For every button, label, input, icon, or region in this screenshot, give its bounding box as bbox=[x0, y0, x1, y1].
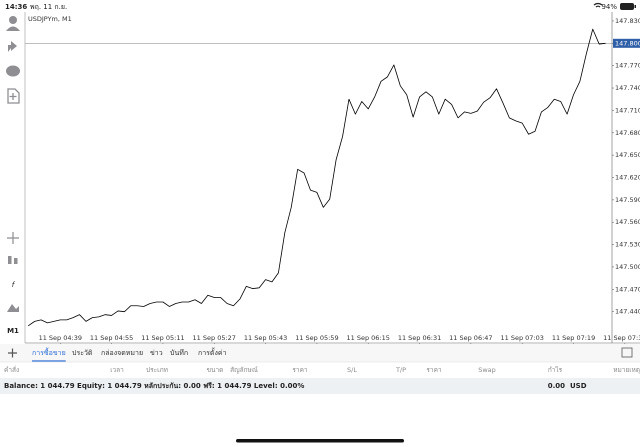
x-tick-label: 11 Sep 06:15 bbox=[347, 334, 390, 342]
tab[interactable]: บันทึก bbox=[170, 348, 188, 357]
column-header[interactable]: ประเภท bbox=[146, 366, 168, 374]
column-header[interactable]: ราคา bbox=[292, 366, 307, 374]
tab[interactable]: การตั้งค่า bbox=[198, 346, 227, 357]
new-doc-plus bbox=[9, 93, 17, 100]
candle-icon-2 bbox=[14, 258, 18, 264]
status-time: 14:36 bbox=[5, 3, 27, 11]
chart-title: USDJPYm, M1 bbox=[28, 15, 72, 23]
crosshair-icon[interactable] bbox=[7, 232, 19, 244]
timeframe[interactable]: M1 bbox=[7, 327, 19, 335]
battery-tip bbox=[634, 5, 636, 8]
x-tick-label: 11 Sep 05:27 bbox=[193, 334, 236, 342]
y-tick-label: 147.560 bbox=[615, 218, 640, 226]
home-indicator bbox=[236, 439, 404, 443]
tab-bar bbox=[0, 344, 640, 362]
y-tick-label: 147.530 bbox=[615, 241, 640, 249]
status-date: พฤ. 11 ก.ย. bbox=[30, 3, 67, 11]
new-doc-icon[interactable] bbox=[7, 88, 20, 104]
x-tick-label: 11 Sep 06:31 bbox=[398, 334, 441, 342]
x-tick-label: 11 Sep 04:39 bbox=[39, 334, 82, 342]
tab[interactable]: กล่องจดหมาย bbox=[101, 349, 143, 357]
y-tick-label: 147.680 bbox=[615, 129, 640, 137]
column-header[interactable]: ราคา bbox=[426, 366, 441, 374]
account-summary: Balance: 1 044.79 Equity: 1 044.79 หลักป… bbox=[4, 382, 304, 390]
y-tick-label: 147.590 bbox=[615, 196, 640, 204]
wifi-icon bbox=[593, 2, 603, 8]
x-tick-label: 11 Sep 05:43 bbox=[244, 334, 287, 342]
y-tick-label: 147.740 bbox=[615, 84, 640, 92]
tab[interactable]: ประวัติ bbox=[72, 349, 93, 357]
x-tick-label: 11 Sep 05:59 bbox=[295, 334, 338, 342]
y-tick-label: 147.770 bbox=[615, 62, 640, 70]
column-header[interactable]: คำสั่ง bbox=[4, 365, 19, 374]
x-tick-label: 11 Sep 07:35 bbox=[603, 334, 640, 342]
column-header[interactable]: หมายเหตุ bbox=[613, 366, 640, 374]
battery-icon bbox=[620, 3, 634, 10]
tabs: การซื้อขาย ประวัติ กล่องจดหมาย ข่าว บันทึก กา… bbox=[32, 346, 227, 362]
x-tick-label: 11 Sep 07:03 bbox=[500, 334, 543, 342]
account-icon[interactable] bbox=[9, 16, 17, 24]
y-tick-label: 147.650 bbox=[615, 151, 640, 159]
tab[interactable]: การซื้อขาย bbox=[32, 346, 66, 357]
column-header[interactable]: สัญลักษณ์ bbox=[230, 366, 258, 374]
x-tick-label: 11 Sep 04:55 bbox=[90, 334, 133, 342]
y-tick-label: 147.470 bbox=[615, 285, 640, 293]
y-tick-label: 147.710 bbox=[615, 106, 640, 114]
x-tick-label: 11 Sep 06:47 bbox=[449, 334, 492, 342]
chat-icon[interactable] bbox=[6, 65, 20, 77]
column-header[interactable]: Swap bbox=[478, 366, 496, 374]
candle-icon[interactable] bbox=[8, 256, 12, 264]
y-tick-label: 147.620 bbox=[615, 174, 640, 182]
y-tick-label: 147.830 bbox=[615, 17, 640, 25]
plot: 147.830 147.800 147.770 147.740 147.710 147.6… bbox=[25, 17, 640, 345]
left-toolbar: f M1 bbox=[6, 16, 20, 335]
indicator-icon[interactable]: f bbox=[12, 281, 16, 289]
status-battery: 94% bbox=[601, 3, 617, 11]
price-label-box bbox=[613, 38, 640, 48]
objects-icon[interactable] bbox=[7, 304, 19, 312]
trade-icon[interactable] bbox=[8, 41, 17, 52]
add-button[interactable] bbox=[8, 348, 17, 358]
x-tick-label: 11 Sep 07:19 bbox=[552, 334, 595, 342]
column-headers: คำสั่ง เวลา ประเภท ขนาด สัญลักษณ์ ราคา S/L T/P ร… bbox=[4, 365, 640, 374]
column-header[interactable]: กำไร bbox=[548, 366, 563, 374]
profit-total: 0.00 bbox=[548, 382, 565, 390]
y-tick-label: 147.440 bbox=[615, 308, 640, 316]
tab[interactable]: ข่าว bbox=[150, 349, 163, 357]
column-header[interactable]: T/P bbox=[395, 366, 406, 374]
layout-button[interactable] bbox=[621, 347, 633, 358]
price-line-series bbox=[27, 28, 606, 327]
y-tick-label: 147.500 bbox=[615, 263, 640, 271]
balance-row bbox=[0, 378, 640, 394]
column-header[interactable]: S/L bbox=[347, 366, 357, 374]
column-header[interactable]: ขนาด bbox=[207, 366, 224, 374]
currency: USD bbox=[570, 382, 587, 390]
column-header[interactable]: เวลา bbox=[110, 366, 124, 374]
account-icon-body bbox=[6, 26, 20, 31]
price-label: 147.800 bbox=[615, 39, 640, 47]
x-tick-label: 11 Sep 05:11 bbox=[141, 334, 184, 342]
